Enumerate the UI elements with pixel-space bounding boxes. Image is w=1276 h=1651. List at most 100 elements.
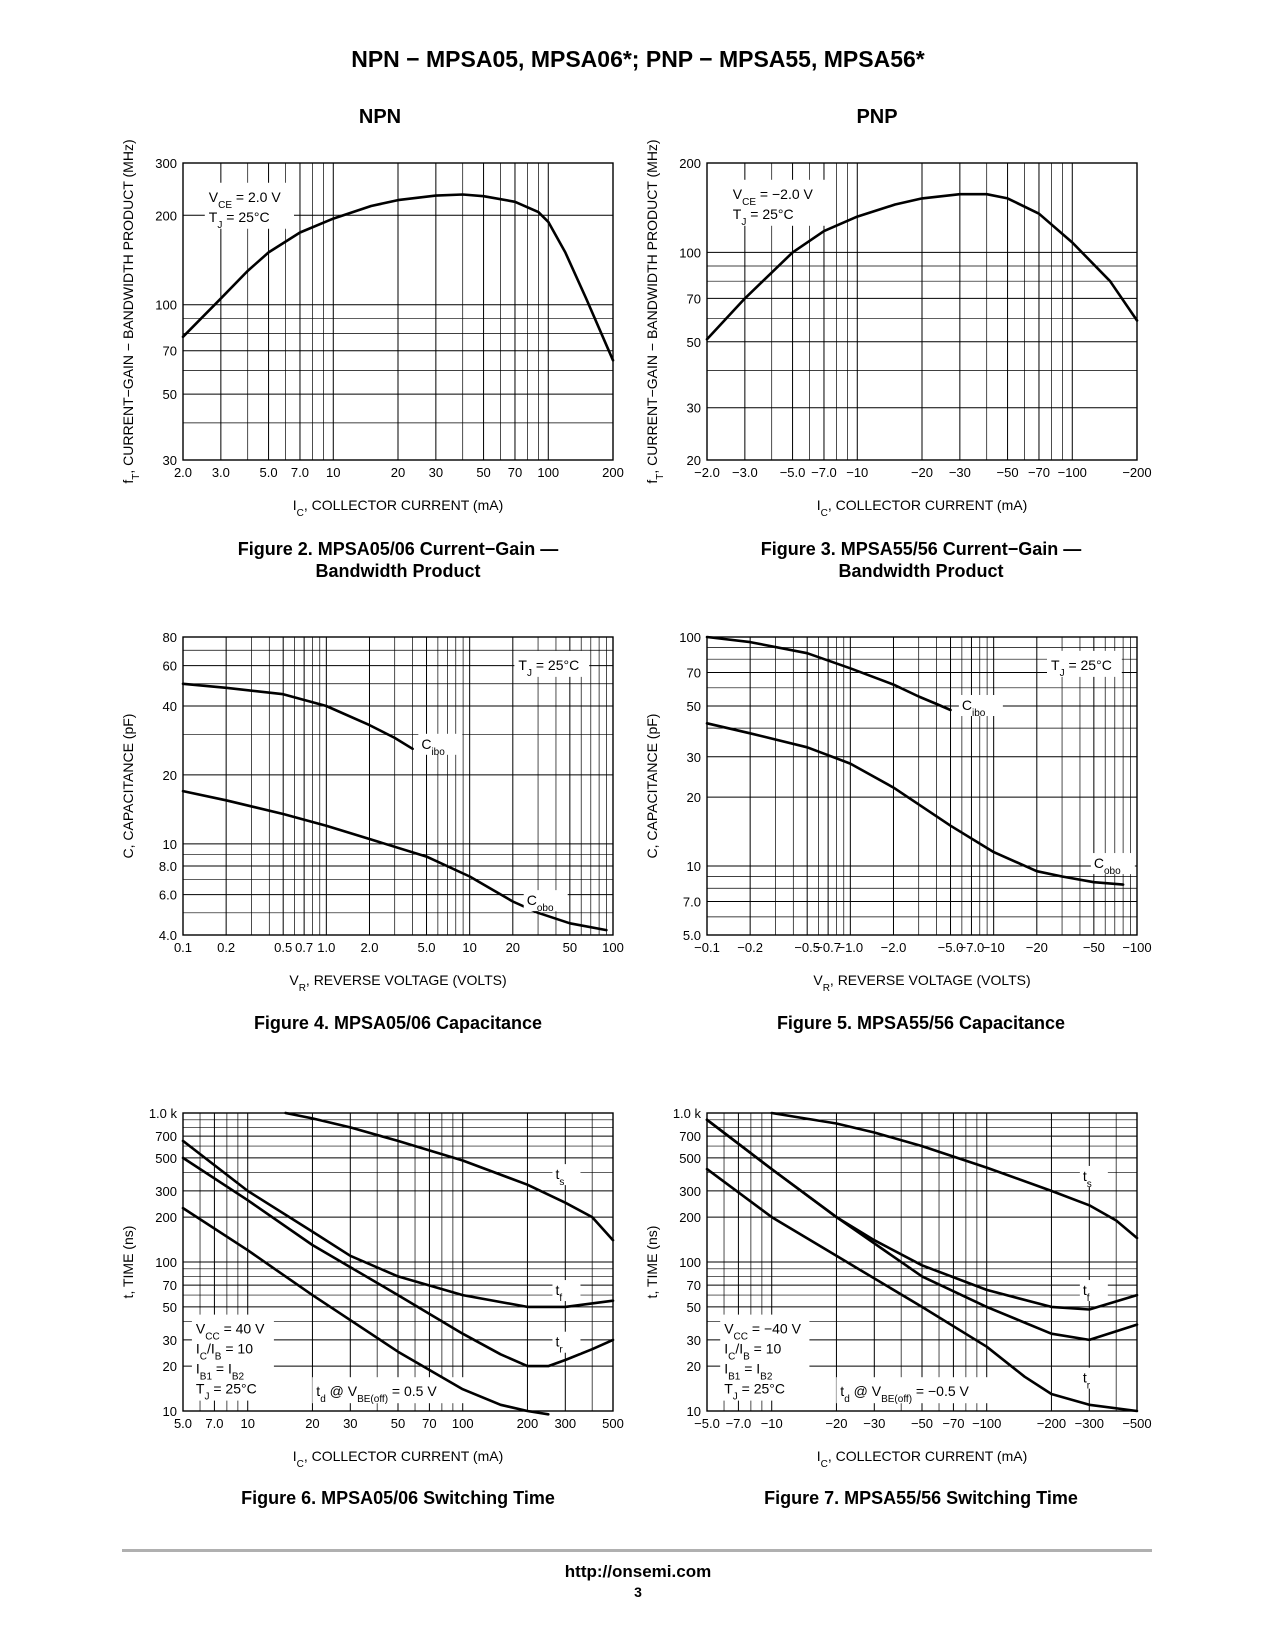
figure-7-caption: Figure 7. MPSA55/56 Switching Time [661,1487,1181,1509]
y-tick-label: 20 [687,453,701,468]
y-tick-label: 200 [155,208,177,223]
annotation-box [836,1377,1005,1404]
series-line-t-s [284,1111,615,1242]
y-tick-label: 200 [155,1210,177,1225]
y-tick-label: 20 [163,768,177,783]
x-tick-label: −0.5 [794,940,820,955]
annotation-text: td​ @ VBE(off)​ = 0.5 V [316,1383,437,1405]
annotation-box [728,179,826,226]
x-axis-label: IC​, COLLECTOR CURRENT (mA) [293,1448,504,1470]
chart-fig7: −5.0 −7.0 −10 −20 −30 −50 −70 −100 −200 −300 −500 1… [644,1106,1152,1470]
series-line-c-ibo [181,682,414,751]
annotation-text: IC​/IB​ = 10 [196,1341,253,1363]
annotation-box [720,1314,810,1401]
y-tick-label: 60 [163,659,177,674]
x-tick-label: −70 [1028,465,1050,480]
series-label: tr​ [1083,1370,1091,1392]
annotation-text: TJ​ = 25°C [1051,657,1112,679]
series-label: ts​ [555,1166,564,1188]
x-tick-label: −0.7 [815,940,841,955]
series-line-t-f [181,1139,615,1309]
series-label: tf​ [1083,1282,1090,1304]
figure-3-caption-line-2: Bandwidth Product [838,561,1004,581]
x-tick-label: −30 [949,465,971,480]
x-tick-label: −2.0 [694,465,720,480]
x-tick-label: −50 [911,1416,933,1431]
x-tick-label: −10 [761,1416,783,1431]
y-tick-label: 70 [687,291,701,306]
series-label: tr​ [555,1334,563,1356]
y-tick-label: 700 [155,1129,177,1144]
x-tick-label: 50 [476,465,490,480]
x-tick-label: 5.0 [260,465,278,480]
x-tick-label: −100 [1058,465,1087,480]
y-tick-label: 5.0 [683,928,701,943]
plot-frame [182,1112,614,1412]
series-label: ts​ [1083,1168,1092,1190]
figure-5-caption-line-1: Figure 5. MPSA55/56 Capacitance [776,1013,1066,1033]
x-axis-label: VR​, REVERSE VOLTAGE (VOLTS) [289,972,506,994]
y-axis-label: C, CAPACITANCE (pF) [120,714,136,859]
x-tick-label: −100 [972,1416,1001,1431]
x-tick-label: 7.0 [205,1416,223,1431]
x-tick-label: 10 [240,1416,254,1431]
chart-fig6: 5.0 7.0 10 20 30 50 70 100 200 300 500 10 20 30 50 70 10… [120,1106,624,1470]
y-tick-label: 30 [687,401,701,416]
page-title: NPN − MPSA05, MPSA06*; PNP − MPSA55, MPS… [351,46,925,72]
figure-6-caption: Figure 6. MPSA05/06 Switching Time [138,1487,658,1509]
x-tick-label: 100 [602,940,624,955]
y-axis-label: t, TIME (ns) [644,1226,660,1299]
annotation-box [514,650,590,677]
x-tick-label: 0.7 [295,940,313,955]
x-tick-label: 70 [508,465,522,480]
series-line-ft [705,192,1139,341]
y-tick-label: 50 [687,1300,701,1315]
column-heading-npn: NPN [358,106,402,128]
annotation-text: IB1​ = IB2​ [724,1361,773,1383]
x-tick-label: 5.0 [417,940,435,955]
y-tick-label: 7.0 [683,895,701,910]
y-tick-label: 300 [679,1184,701,1199]
x-tick-label: −20 [825,1416,847,1431]
series-line-c-ibo [705,635,952,712]
y-tick-label: 100 [155,298,177,313]
y-tick-label: 70 [163,344,177,359]
x-tick-label: −0.1 [694,940,720,955]
series-label: Cobo​ [527,892,554,914]
column-heading-pnp: PNP [856,106,898,128]
annotation-text: TJ​ = 25°C [196,1381,257,1403]
x-tick-label: 10 [326,465,340,480]
x-tick-label: −10 [983,940,1005,955]
y-tick-label: 300 [155,156,177,171]
x-tick-label: −30 [863,1416,885,1431]
x-tick-label: −7.0 [726,1416,752,1431]
annotation-box [312,1377,474,1404]
y-tick-label: 6.0 [159,888,177,903]
y-tick-label: 10 [163,837,177,852]
y-tick-label: 100 [679,1255,701,1270]
x-tick-label: −200 [1037,1416,1066,1431]
x-tick-label: 0.1 [174,940,192,955]
series-label-bg [958,695,1003,717]
y-tick-label: 4.0 [159,928,177,943]
y-tick-label: 10 [687,859,701,874]
y-tick-label: 10 [163,1404,177,1419]
series-line-c-obo [181,789,608,932]
x-axis-label: IC​, COLLECTOR CURRENT (mA) [817,497,1028,519]
series-line-t-r [181,1156,615,1368]
annotation-text: td​ @ VBE(off)​ = −0.5 V [840,1383,969,1405]
x-tick-label: 70 [422,1416,436,1431]
series-label-bg [523,890,568,912]
x-tick-label: 300 [554,1416,576,1431]
figure-4-caption-line-1: Figure 4. MPSA05/06 Capacitance [253,1013,543,1033]
x-tick-label: 30 [429,465,443,480]
plot-frame [706,636,1138,936]
y-axis-label: fT​, CURRENT−GAIN − BANDWIDTH PRODUCT (M… [120,139,142,483]
footer-url[interactable]: http://onsemi.com [564,1562,712,1581]
x-tick-label: 20 [391,465,405,480]
x-tick-label: 200 [602,465,624,480]
y-tick-label: 30 [687,1333,701,1348]
y-tick-label: 30 [163,453,177,468]
y-axis-label: C, CAPACITANCE (pF) [644,714,660,859]
x-tick-label: 3.0 [212,465,230,480]
